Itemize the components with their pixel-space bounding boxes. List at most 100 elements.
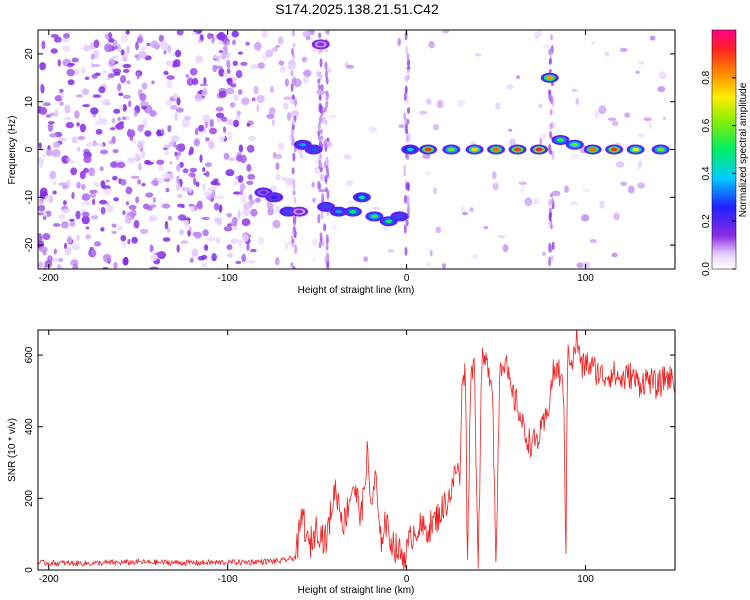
spectrogram-noise-cell: [57, 137, 67, 142]
spectrogram-noise-cell: [166, 75, 175, 80]
snr-y-tick-label: 0: [24, 567, 35, 573]
spectrogram-noise-cell: [129, 134, 134, 142]
spectrogram-noise-cell: [590, 41, 595, 46]
spectrogram-noise-cell: [112, 149, 119, 154]
colorbar-gradient: [711, 29, 737, 270]
spectrogram-noise-cell: [237, 210, 241, 219]
spectrogram-noise-cell: [110, 59, 115, 65]
spectrogram-noise-cell: [76, 122, 80, 127]
spectrogram-noise-cell: [177, 214, 187, 221]
snr-y-tick-label: 600: [24, 346, 35, 363]
spectrogram-noise-cell: [275, 257, 280, 266]
colorbar-tick-label: 0.2: [701, 214, 712, 228]
spectrogram-noise-cell: [66, 179, 71, 188]
spectrogram-noise-cell: [52, 190, 57, 195]
spectrogram-noise-cell: [111, 223, 117, 228]
spectrogram-noise-cell: [91, 73, 98, 79]
spectrogram-noise-cell: [436, 99, 444, 109]
spectrogram-noise-cell: [246, 164, 252, 172]
spectrogram-noise-cell: [118, 92, 124, 97]
spectrogram-noise-cell: [223, 152, 230, 160]
spectrogram-noise-cell: [256, 95, 265, 103]
spectrogram-noise-cell: [42, 250, 47, 256]
spectrogram-noise-cell: [85, 234, 91, 240]
spectrogram-noise-cell: [144, 159, 151, 165]
spectrogram-noise-cell: [235, 176, 239, 180]
spectrogram-noise-cell: [71, 192, 75, 199]
spectrogram-noise-cell: [495, 102, 501, 110]
spectrogram-noise-cell: [122, 210, 126, 216]
spectrogram-noise-cell: [144, 130, 152, 137]
spectrogram-noise-cell: [196, 200, 203, 210]
spectrogram-noise-cell: [63, 200, 67, 206]
spectrogram-noise-cell: [174, 112, 178, 121]
spectrogram-signal-core: [310, 147, 318, 152]
spectrogram-noise-cell: [215, 112, 225, 118]
spectrogram-noise-cell: [637, 133, 645, 138]
spectrogram-noise-cell: [236, 110, 241, 116]
spectrogram-signal-core: [447, 147, 455, 152]
spectrogram-noise-cell: [205, 137, 210, 142]
spectrogram-noise-cell: [491, 171, 497, 180]
spectrogram-noise-cell: [130, 209, 137, 217]
spectrogram-noise-cell: [194, 93, 203, 103]
spectrogram-noise-cell: [93, 39, 100, 48]
spectrogram-noise-cell: [266, 200, 272, 209]
spectrogram-noise-cell: [550, 95, 554, 105]
spectrogram-noise-cell: [275, 205, 280, 211]
spectrogram-noise-cell: [149, 204, 157, 208]
spectrogram-noise-cell: [141, 82, 148, 90]
snr-panel: -200 -100 0 100 0 200 400 600 Height of straig…: [7, 329, 676, 596]
spectrogram-noise-cell: [130, 175, 140, 179]
spectrogram-noise-cell: [293, 98, 297, 107]
spectrogram-noise-cell: [550, 46, 554, 52]
spectrogram-noise-cell: [234, 120, 239, 125]
spectrogram-noise-cell: [293, 196, 297, 204]
spectrogram-noise-cell: [595, 109, 599, 119]
spectrogram-noise-cell: [85, 142, 94, 148]
spectrogram-noise-cell: [59, 101, 64, 106]
spectrogram-noise-cell: [589, 239, 597, 243]
spectrogram-noise-cell: [426, 171, 431, 176]
spectrogram-x-tick-label: 100: [577, 273, 594, 284]
spectrogram-noise-cell: [404, 85, 408, 95]
spectrogram-noise-cell: [84, 76, 90, 81]
spectrogram-noise-cell: [509, 138, 516, 147]
spectrogram-noise-cell: [233, 191, 241, 195]
spectrogram-noise-cell: [57, 59, 61, 67]
spectrogram-noise-cell: [93, 241, 102, 247]
snr-x-tick-label: -200: [39, 574, 59, 585]
spectrogram-noise-cell: [137, 140, 143, 150]
spectrogram-noise-cell: [240, 61, 248, 66]
spectrogram-noise-cell: [213, 217, 223, 224]
spectrogram-noise-cell: [111, 118, 116, 124]
spectrogram-noise-cell: [39, 160, 44, 169]
spectrogram-noise-cell: [168, 173, 175, 181]
spectrogram-noise-cell: [324, 119, 328, 126]
spectrogram-noise-cell: [221, 116, 228, 122]
spectrogram-noise-cell: [235, 260, 242, 265]
spectrogram-noise-cell: [290, 235, 294, 240]
spectrogram-noise-cell: [164, 100, 173, 106]
spectrogram-noise-cell: [319, 58, 323, 68]
spectrogram-noise-cell: [549, 150, 553, 155]
spectrogram-noise-cell: [183, 219, 190, 225]
spectrogram-noise-cell: [323, 139, 327, 149]
spectrogram-noise-cell: [226, 59, 231, 69]
spectrogram-noise-cell: [291, 167, 295, 175]
spectrogram-noise-cell: [100, 227, 105, 232]
spectrogram-noise-cell: [170, 104, 178, 110]
spectrogram-noise-cell: [64, 104, 71, 114]
spectrogram-noise-cell: [311, 181, 315, 188]
spectrogram-noise-cell: [538, 103, 543, 109]
spectrogram-noise-cell: [224, 36, 228, 45]
spectrogram-noise-cell: [548, 69, 552, 74]
spectrogram-noise-cell: [456, 99, 466, 108]
spectrogram-noise-cell: [125, 30, 130, 35]
spectrogram-y-tick-label: -20: [24, 237, 35, 252]
spectrogram-noise-cell: [64, 242, 67, 250]
spectrogram-noise-cell: [174, 151, 178, 157]
spectrogram-noise-cell: [255, 197, 261, 203]
spectrogram-noise-cell: [120, 179, 127, 186]
